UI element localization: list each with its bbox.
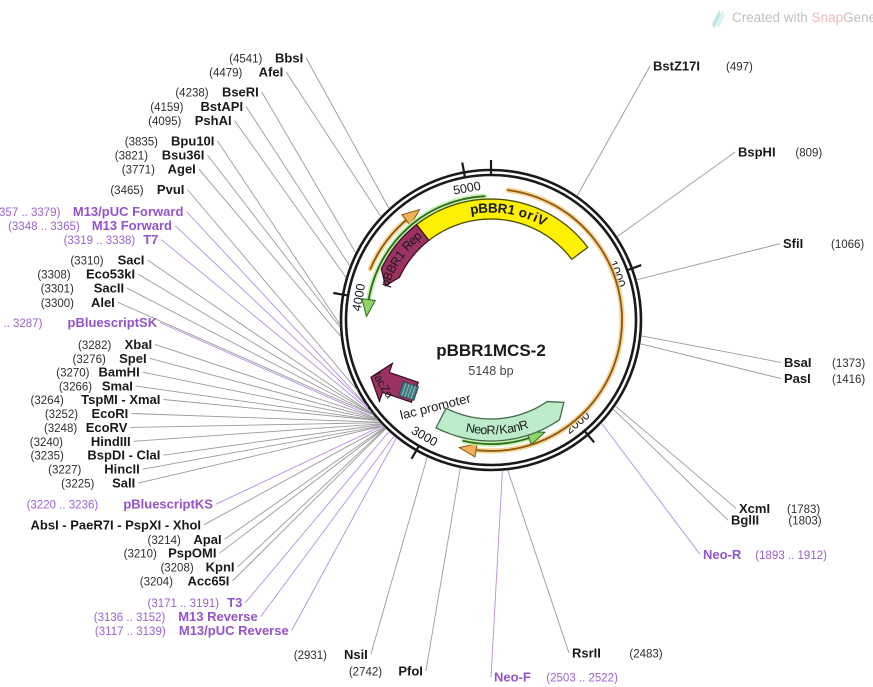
svg-text:Bsu36I: Bsu36I — [162, 148, 205, 163]
svg-text:AfeI: AfeI — [259, 65, 284, 80]
svg-text:(3264): (3264) — [31, 395, 64, 407]
svg-text:pBluescriptSK: pBluescriptSK — [68, 315, 158, 330]
svg-text:SacI: SacI — [118, 253, 145, 268]
svg-text:BsaI: BsaI — [784, 355, 811, 370]
svg-text:EcoRI: EcoRI — [91, 406, 128, 421]
svg-text:(4541): (4541) — [229, 54, 262, 66]
svg-text:(4159): (4159) — [150, 102, 183, 114]
svg-text:5148 bp: 5148 bp — [468, 364, 513, 378]
svg-text:(4095): (4095) — [148, 116, 181, 128]
svg-text:(3252): (3252) — [45, 409, 78, 421]
svg-text:(3248): (3248) — [44, 423, 77, 435]
svg-text:(3240): (3240) — [30, 437, 63, 449]
svg-text:pBBR1MCS-2: pBBR1MCS-2 — [436, 341, 546, 360]
svg-text:BstAPI: BstAPI — [200, 99, 243, 114]
svg-text:PshAI: PshAI — [195, 113, 232, 128]
svg-text:R: R — [487, 423, 496, 437]
svg-text:M13 Reverse: M13 Reverse — [178, 609, 258, 624]
svg-text:(3204): (3204) — [140, 577, 173, 589]
svg-text:(3301): (3301) — [41, 284, 74, 296]
svg-text:AleI: AleI — [91, 295, 115, 310]
svg-text:(497): (497) — [726, 62, 753, 74]
svg-text:BseRI: BseRI — [222, 85, 259, 100]
svg-text:XbaI: XbaI — [125, 337, 152, 352]
svg-text:(2503 .. 2522): (2503 .. 2522) — [546, 673, 618, 685]
svg-text:SfiI: SfiI — [783, 236, 803, 251]
svg-text:(3235): (3235) — [31, 451, 64, 463]
svg-text:(3319 .. 3338): (3319 .. 3338) — [64, 235, 136, 247]
svg-text:BamHI: BamHI — [99, 365, 140, 380]
svg-text:Neo-F: Neo-F — [494, 670, 531, 685]
svg-text:(3270): (3270) — [56, 368, 89, 380]
svg-text:(3348 .. 3365): (3348 .. 3365) — [8, 221, 80, 233]
svg-text:(3821): (3821) — [115, 151, 148, 163]
svg-text:SacII: SacII — [94, 281, 124, 296]
svg-text:M13/pUC Forward: M13/pUC Forward — [73, 204, 184, 219]
svg-text:PspOMI: PspOMI — [168, 546, 216, 561]
svg-text:(1066): (1066) — [831, 239, 864, 251]
svg-text:HincII: HincII — [104, 462, 139, 477]
svg-text:(1783): (1783) — [787, 504, 820, 516]
svg-text:(1373): (1373) — [832, 358, 865, 370]
svg-text:(1416): (1416) — [832, 374, 865, 386]
svg-text:(4238): (4238) — [175, 88, 208, 100]
svg-text:(3357 .. 3379): (3357 .. 3379) — [0, 207, 61, 219]
svg-text:EcoRV: EcoRV — [86, 420, 128, 435]
svg-text:PfoI: PfoI — [398, 663, 423, 678]
svg-text:(3300): (3300) — [41, 298, 74, 310]
svg-text:(2931): (2931) — [294, 650, 327, 662]
svg-text:TspMI - XmaI: TspMI - XmaI — [81, 392, 160, 407]
svg-text:(3282): (3282) — [78, 340, 111, 352]
svg-text:PvuI: PvuI — [157, 182, 184, 197]
svg-text:pBluescriptKS: pBluescriptKS — [123, 497, 213, 512]
svg-text:(3117 .. 3139): (3117 .. 3139) — [95, 626, 166, 638]
svg-text:BstZ17I: BstZ17I — [653, 59, 700, 74]
svg-text:Acc65I: Acc65I — [187, 574, 229, 589]
svg-text:(3220 .. 3236): (3220 .. 3236) — [27, 500, 99, 512]
svg-text:Neo-R: Neo-R — [703, 547, 742, 562]
svg-text:T7: T7 — [143, 232, 158, 247]
svg-text:(1893 .. 1912): (1893 .. 1912) — [755, 550, 827, 562]
svg-text:(2483): (2483) — [629, 648, 662, 660]
svg-text:BspHI: BspHI — [738, 145, 776, 160]
svg-text:(809): (809) — [795, 148, 822, 160]
svg-text:RsrII: RsrII — [572, 645, 601, 660]
svg-text:(3465): (3465) — [110, 185, 143, 197]
svg-text:AbsI - PaeR7I - PspXI - XhoI: AbsI - PaeR7I - PspXI - XhoI — [31, 517, 201, 532]
svg-text:(3136 .. 3152): (3136 .. 3152) — [94, 612, 166, 624]
svg-text:(3271 .. 3287): (3271 .. 3287) — [0, 318, 43, 330]
svg-text:NsiI: NsiI — [344, 647, 368, 662]
svg-text:KpnI: KpnI — [206, 560, 235, 575]
svg-text:(3225): (3225) — [61, 479, 94, 491]
svg-text:SpeI: SpeI — [119, 351, 146, 366]
svg-text:ApaI: ApaI — [193, 532, 221, 547]
svg-text:PasI: PasI — [784, 371, 811, 386]
svg-text:AgeI: AgeI — [168, 162, 196, 177]
svg-text:(3210): (3210) — [124, 549, 157, 561]
svg-text:BbsI: BbsI — [275, 51, 303, 66]
svg-text:Created with SnapGene®: Created with SnapGene® — [732, 9, 873, 25]
svg-text:(3771): (3771) — [122, 165, 155, 177]
svg-text:Eco53kI: Eco53kI — [86, 267, 135, 282]
svg-text:(1803): (1803) — [788, 516, 821, 528]
svg-text:BspDI - ClaI: BspDI - ClaI — [87, 448, 160, 463]
svg-text:BglII: BglII — [731, 513, 759, 528]
svg-text:(4479): (4479) — [209, 68, 242, 80]
svg-text:(2742): (2742) — [349, 666, 382, 678]
svg-text:(3308): (3308) — [37, 270, 70, 282]
svg-text:(3835): (3835) — [125, 136, 158, 148]
svg-text:(3227): (3227) — [48, 465, 81, 477]
svg-text:SalI: SalI — [112, 476, 135, 491]
svg-text:HindIII: HindIII — [91, 434, 131, 449]
svg-text:M13 Forward: M13 Forward — [92, 218, 172, 233]
svg-text:M13/pUC Reverse: M13/pUC Reverse — [179, 623, 289, 638]
svg-text:Bpu10I: Bpu10I — [171, 133, 214, 148]
svg-text:T3: T3 — [227, 595, 242, 610]
